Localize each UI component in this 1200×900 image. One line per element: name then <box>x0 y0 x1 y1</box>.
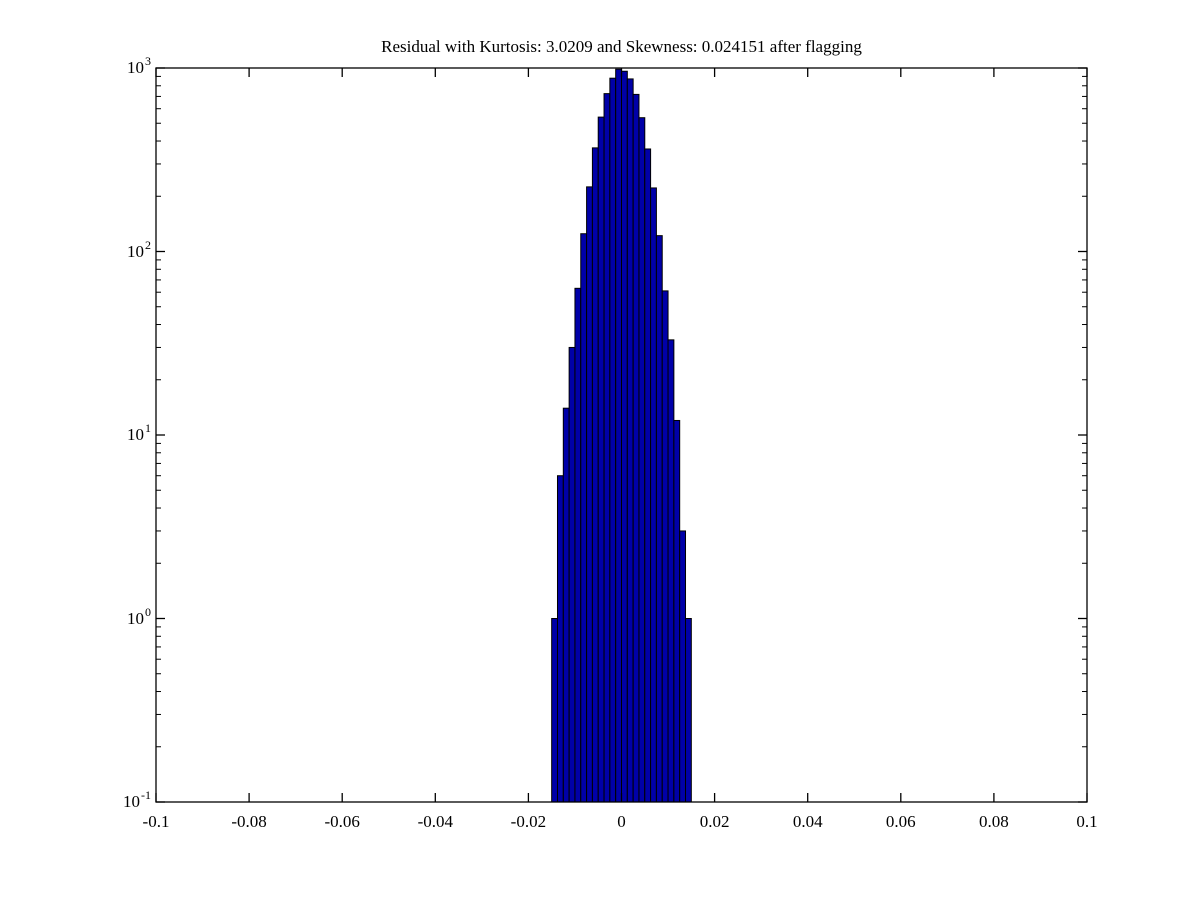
histogram-bar <box>603 93 611 803</box>
histogram-bar <box>551 618 558 803</box>
histogram-bar <box>586 186 593 803</box>
x-tick-label: 0.1 <box>1076 812 1098 831</box>
histogram-bar <box>591 147 599 803</box>
histogram-bar <box>609 77 617 803</box>
histogram-bar <box>556 475 564 803</box>
x-tick-label: -0.08 <box>231 812 267 831</box>
histogram-bar <box>632 93 640 803</box>
histogram-bar <box>644 148 652 803</box>
histogram-bar <box>667 339 675 803</box>
y-tick-base: 10 <box>127 241 144 261</box>
histogram-bar <box>574 287 582 803</box>
y-tick-base: 10 <box>123 792 140 811</box>
histogram-bar <box>650 187 657 803</box>
x-tick-label: 0 <box>617 812 626 831</box>
y-tick-label: 101 <box>127 421 151 445</box>
histogram-bar <box>580 233 588 803</box>
histogram-bar <box>621 70 628 803</box>
y-tick-label: 10-1 <box>123 788 151 812</box>
y-tick-base: 10 <box>127 58 144 77</box>
y-tick-exponent: 2 <box>145 237 151 252</box>
histogram-bar <box>568 346 576 803</box>
y-tick-label: 103 <box>127 54 151 78</box>
y-tick-exponent: 0 <box>145 604 151 619</box>
y-tick-base: 10 <box>127 425 144 444</box>
histogram-bar <box>661 290 669 803</box>
x-tick-label: -0.04 <box>417 812 453 831</box>
x-tick-label: -0.02 <box>510 812 547 831</box>
histogram-bar <box>626 78 634 803</box>
x-tick-label: 0.02 <box>699 812 730 831</box>
y-tick-label: 100 <box>127 605 151 629</box>
x-tick-label: 0.04 <box>792 812 823 831</box>
histogram-bar <box>655 235 663 803</box>
histogram-bar <box>685 618 692 803</box>
x-tick-label: 0.08 <box>979 812 1009 831</box>
y-tick-exponent: 1 <box>145 421 151 435</box>
y-tick-label: 102 <box>127 238 151 262</box>
x-tick-label: -0.06 <box>324 812 360 831</box>
y-tick-exponent: 3 <box>145 54 151 68</box>
x-tick-label: 0.06 <box>885 812 916 831</box>
y-tick-exponent: -1 <box>141 788 151 802</box>
chart-title: Residual with Kurtosis: 3.0209 and Skewn… <box>381 37 862 56</box>
histogram-bar <box>679 530 687 803</box>
histogram-bar <box>615 68 622 803</box>
x-tick-label: -0.1 <box>142 812 170 831</box>
histogram-bar <box>597 116 605 803</box>
y-tick-base: 10 <box>127 608 144 628</box>
histogram-bar <box>562 407 570 803</box>
histogram-bar <box>673 419 681 803</box>
histogram-bar <box>638 117 646 803</box>
